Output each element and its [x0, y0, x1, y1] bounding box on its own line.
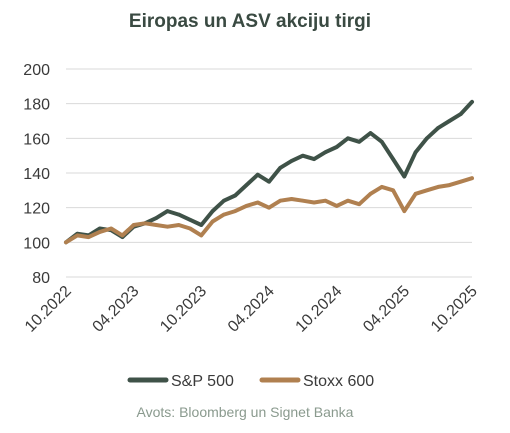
data-point	[278, 166, 283, 170]
data-point	[458, 112, 463, 116]
data-point	[165, 209, 170, 213]
data-point	[188, 226, 192, 231]
series-stoxx600	[64, 176, 474, 245]
data-point	[199, 223, 204, 227]
data-point	[368, 131, 373, 135]
data-point	[244, 183, 249, 187]
legend-label-stoxx600: Stoxx 600	[303, 373, 374, 390]
data-point	[458, 179, 463, 184]
chart-title: Eiropas un ASV akciju tirgi	[129, 11, 371, 32]
data-point	[255, 172, 260, 177]
y-axis-ticks: 80 100 120 140 160 180 200	[23, 62, 50, 287]
data-point	[413, 150, 418, 154]
data-point	[323, 198, 328, 203]
y-tick-label: 100	[23, 235, 50, 252]
data-point	[334, 145, 339, 149]
data-point	[98, 230, 102, 234]
data-point	[334, 204, 339, 208]
data-point	[86, 235, 91, 239]
data-point	[413, 192, 418, 196]
data-point	[436, 185, 441, 189]
data-point	[143, 221, 147, 226]
data-point	[233, 209, 237, 213]
x-tick-label: 04.2024	[225, 283, 278, 336]
data-point	[470, 176, 474, 180]
data-point	[199, 233, 204, 238]
series-line	[64, 99, 474, 245]
data-point	[436, 126, 441, 130]
data-point	[346, 198, 350, 203]
data-point	[289, 197, 294, 201]
data-point	[64, 240, 68, 245]
y-tick-label: 120	[23, 201, 50, 218]
data-point	[289, 159, 294, 163]
data-point	[301, 153, 305, 158]
data-point	[244, 204, 249, 208]
series-line	[64, 176, 474, 245]
data-point	[470, 100, 474, 104]
data-point	[323, 150, 328, 154]
gridlines	[66, 68, 472, 278]
data-point	[402, 174, 407, 179]
series-lines	[64, 99, 474, 245]
data-point	[154, 216, 158, 220]
data-point	[131, 223, 136, 227]
data-point	[222, 198, 226, 203]
data-point	[255, 200, 260, 205]
legend: S&P 500 Stoxx 600	[127, 373, 374, 390]
series-sp500	[64, 99, 474, 245]
data-point	[165, 224, 170, 229]
data-point	[98, 226, 102, 231]
data-point	[391, 188, 395, 193]
data-point	[75, 233, 80, 238]
data-point	[380, 140, 384, 144]
y-tick-label: 200	[23, 62, 50, 79]
x-tick-label: 04.2023	[90, 283, 143, 336]
data-point	[210, 209, 215, 213]
data-point	[312, 157, 316, 161]
legend-label-sp500: S&P 500	[171, 373, 234, 390]
data-point	[188, 218, 192, 222]
data-point	[425, 136, 429, 141]
source-note: Avots: Bloomberg un Signet Banka	[137, 404, 354, 420]
data-point	[402, 209, 407, 213]
x-tick-label: 10.2025	[428, 283, 481, 336]
x-tick-label: 10.2024	[293, 283, 346, 336]
data-point	[368, 192, 373, 196]
data-point	[222, 212, 226, 217]
data-point	[346, 136, 350, 141]
data-point	[312, 200, 316, 205]
data-point	[447, 183, 452, 187]
x-tick-label: 04.2025	[360, 283, 413, 336]
data-point	[210, 219, 215, 224]
data-point	[391, 157, 395, 161]
x-tick-label: 10.2022	[22, 283, 75, 336]
data-point	[425, 188, 429, 193]
y-tick-label: 180	[23, 97, 50, 114]
y-tick-label: 160	[23, 131, 50, 148]
data-point	[301, 198, 305, 203]
y-tick-label: 80	[32, 270, 50, 287]
x-tick-label: 10.2023	[157, 283, 210, 336]
data-point	[120, 233, 125, 238]
data-point	[233, 193, 237, 198]
x-axis-ticks: 10.2022 04.2023 10.2023 04.2024 10.2024 04.20…	[22, 283, 481, 336]
data-point	[357, 202, 362, 206]
data-point	[177, 212, 181, 217]
data-point	[177, 223, 181, 227]
data-point	[278, 198, 283, 203]
data-point	[357, 140, 362, 144]
data-point	[109, 226, 113, 231]
data-point	[154, 223, 158, 227]
data-point	[447, 119, 452, 123]
y-tick-label: 140	[23, 166, 50, 183]
data-point	[267, 179, 271, 184]
data-point	[267, 205, 271, 210]
data-point	[380, 185, 384, 189]
